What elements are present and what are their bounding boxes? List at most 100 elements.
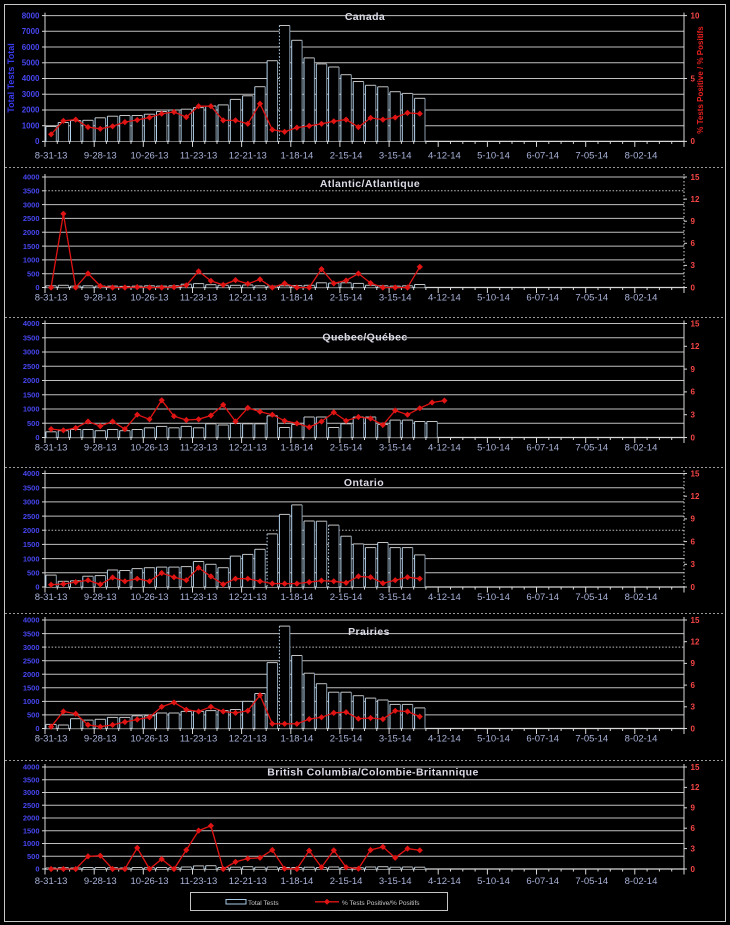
svg-text:3: 3 bbox=[691, 560, 696, 569]
svg-text:8-02-14: 8-02-14 bbox=[625, 734, 658, 745]
svg-text:15: 15 bbox=[691, 319, 700, 328]
svg-text:3000: 3000 bbox=[23, 643, 40, 652]
svg-text:1-18-14: 1-18-14 bbox=[281, 876, 314, 887]
svg-text:2500: 2500 bbox=[23, 801, 40, 810]
svg-text:1000: 1000 bbox=[23, 256, 40, 265]
svg-text:6-07-14: 6-07-14 bbox=[526, 592, 559, 603]
svg-text:1-18-14: 1-18-14 bbox=[281, 151, 314, 162]
svg-text:3-15-14: 3-15-14 bbox=[379, 443, 412, 454]
svg-text:10-26-13: 10-26-13 bbox=[130, 151, 168, 162]
svg-text:4000: 4000 bbox=[22, 74, 40, 83]
svg-text:6: 6 bbox=[691, 239, 696, 248]
svg-text:2-15-14: 2-15-14 bbox=[330, 592, 363, 603]
svg-text:2-15-14: 2-15-14 bbox=[330, 876, 363, 887]
svg-text:11-23-13: 11-23-13 bbox=[180, 151, 217, 162]
svg-text:15: 15 bbox=[691, 173, 700, 182]
svg-text:8-31-13: 8-31-13 bbox=[35, 443, 68, 454]
svg-text:0: 0 bbox=[691, 724, 696, 733]
svg-text:10-26-13: 10-26-13 bbox=[130, 443, 168, 454]
svg-text:9-28-13: 9-28-13 bbox=[84, 592, 117, 603]
svg-text:0: 0 bbox=[35, 724, 39, 733]
svg-text:3-15-14: 3-15-14 bbox=[379, 151, 412, 162]
svg-text:500: 500 bbox=[27, 569, 40, 578]
svg-text:5000: 5000 bbox=[22, 59, 40, 68]
svg-text:10-26-13: 10-26-13 bbox=[130, 734, 168, 745]
svg-text:8000: 8000 bbox=[22, 11, 40, 20]
svg-text:5: 5 bbox=[691, 74, 696, 83]
svg-text:1500: 1500 bbox=[23, 827, 40, 836]
svg-text:3: 3 bbox=[691, 261, 696, 270]
svg-text:6000: 6000 bbox=[22, 43, 40, 52]
svg-text:2000: 2000 bbox=[23, 814, 40, 823]
svg-text:3500: 3500 bbox=[23, 333, 40, 342]
svg-text:1000: 1000 bbox=[23, 405, 40, 414]
svg-text:British Columbia/Colombie-Brit: British Columbia/Colombie-Britannique bbox=[267, 767, 478, 779]
svg-text:3: 3 bbox=[691, 703, 696, 712]
svg-text:0: 0 bbox=[35, 433, 39, 442]
svg-text:4-12-14: 4-12-14 bbox=[428, 592, 461, 603]
svg-text:1000: 1000 bbox=[22, 121, 40, 130]
svg-text:7000: 7000 bbox=[22, 27, 40, 36]
svg-text:0: 0 bbox=[35, 283, 39, 292]
svg-text:3: 3 bbox=[691, 844, 696, 853]
svg-text:4000: 4000 bbox=[23, 469, 40, 478]
svg-text:12: 12 bbox=[691, 783, 700, 792]
svg-text:3500: 3500 bbox=[23, 187, 40, 196]
svg-text:2000: 2000 bbox=[23, 670, 40, 679]
svg-text:11-23-13: 11-23-13 bbox=[180, 443, 217, 454]
svg-text:12: 12 bbox=[691, 342, 700, 351]
svg-text:9-28-13: 9-28-13 bbox=[84, 293, 117, 304]
svg-text:9: 9 bbox=[691, 365, 696, 374]
svg-text:3-15-14: 3-15-14 bbox=[379, 876, 412, 887]
svg-text:3500: 3500 bbox=[23, 483, 40, 492]
svg-text:2-15-14: 2-15-14 bbox=[330, 734, 363, 745]
svg-text:5-10-14: 5-10-14 bbox=[477, 876, 510, 887]
svg-text:9: 9 bbox=[691, 659, 696, 668]
svg-text:15: 15 bbox=[691, 469, 700, 478]
svg-text:4-12-14: 4-12-14 bbox=[428, 734, 461, 745]
svg-text:5-10-14: 5-10-14 bbox=[477, 293, 510, 304]
svg-text:11-23-13: 11-23-13 bbox=[180, 876, 217, 887]
svg-text:0: 0 bbox=[691, 865, 696, 874]
svg-text:11-23-13: 11-23-13 bbox=[180, 734, 217, 745]
svg-text:4-12-14: 4-12-14 bbox=[428, 293, 461, 304]
svg-text:2-15-14: 2-15-14 bbox=[330, 293, 363, 304]
svg-text:12-21-13: 12-21-13 bbox=[229, 443, 267, 454]
svg-text:1-18-14: 1-18-14 bbox=[281, 443, 314, 454]
svg-text:1-18-14: 1-18-14 bbox=[281, 592, 314, 603]
svg-text:3000: 3000 bbox=[22, 90, 40, 99]
svg-text:12: 12 bbox=[691, 492, 700, 501]
svg-text:3-15-14: 3-15-14 bbox=[379, 592, 412, 603]
svg-text:8-31-13: 8-31-13 bbox=[35, 151, 68, 162]
svg-text:12-21-13: 12-21-13 bbox=[229, 151, 267, 162]
svg-text:15: 15 bbox=[691, 763, 700, 772]
svg-text:3000: 3000 bbox=[23, 348, 40, 357]
svg-text:0: 0 bbox=[691, 433, 696, 442]
svg-text:1000: 1000 bbox=[23, 839, 40, 848]
svg-text:8-31-13: 8-31-13 bbox=[35, 734, 68, 745]
svg-text:5-10-14: 5-10-14 bbox=[477, 151, 510, 162]
svg-text:1500: 1500 bbox=[23, 390, 40, 399]
svg-text:2500: 2500 bbox=[23, 512, 40, 521]
svg-text:6: 6 bbox=[691, 824, 696, 833]
svg-text:3000: 3000 bbox=[23, 788, 40, 797]
svg-text:12-21-13: 12-21-13 bbox=[229, 592, 267, 603]
svg-text:2500: 2500 bbox=[23, 656, 40, 665]
svg-text:11-23-13: 11-23-13 bbox=[180, 293, 217, 304]
svg-text:3500: 3500 bbox=[23, 776, 40, 785]
svg-text:4-12-14: 4-12-14 bbox=[428, 876, 461, 887]
svg-text:11-23-13: 11-23-13 bbox=[180, 592, 217, 603]
svg-text:4000: 4000 bbox=[23, 319, 40, 328]
svg-text:% Tests Positive / % Positifs: % Tests Positive / % Positifs bbox=[696, 26, 705, 134]
svg-text:8-02-14: 8-02-14 bbox=[625, 151, 658, 162]
svg-text:1-18-14: 1-18-14 bbox=[281, 293, 314, 304]
svg-text:6-07-14: 6-07-14 bbox=[526, 734, 559, 745]
svg-text:1500: 1500 bbox=[23, 242, 40, 251]
svg-text:2000: 2000 bbox=[22, 106, 40, 115]
svg-text:0: 0 bbox=[691, 283, 696, 292]
svg-text:8-02-14: 8-02-14 bbox=[625, 876, 658, 887]
svg-text:4000: 4000 bbox=[23, 763, 40, 772]
svg-text:6: 6 bbox=[691, 681, 696, 690]
svg-text:9-28-13: 9-28-13 bbox=[84, 734, 117, 745]
svg-text:0: 0 bbox=[691, 137, 696, 146]
